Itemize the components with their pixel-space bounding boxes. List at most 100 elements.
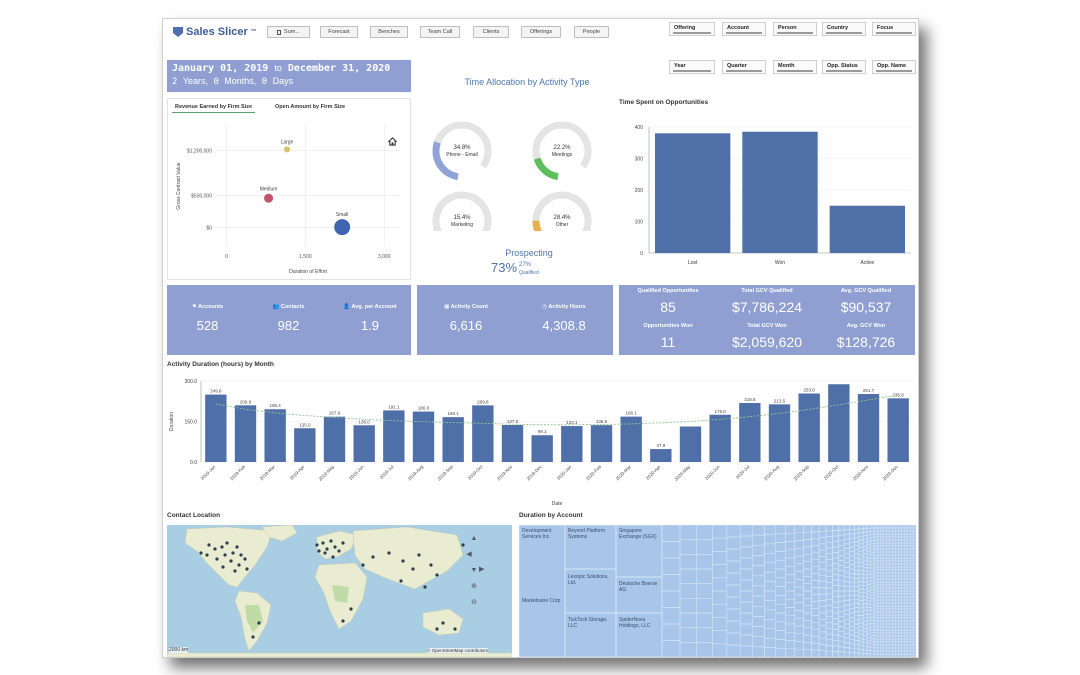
avg-gcv-won-label: Avg. GCV Won [846, 323, 886, 329]
gauge-pct: 28.4% [553, 215, 571, 221]
world-map[interactable] [167, 525, 512, 657]
map-contact-point [333, 545, 337, 549]
treemap-cell-label[interactable]: Deutsche Boerse AG [619, 581, 658, 593]
app-logo[interactable]: Sales Slicer ™ [173, 26, 257, 38]
person-icon: 👤 [343, 304, 351, 310]
nav-offerings-button[interactable]: Offerings [521, 26, 561, 38]
treemap-cell-label[interactable]: Singapore Exchange (SGX) [619, 528, 657, 540]
monthly-bar [294, 428, 316, 462]
monthly-x-tick: 2020-Jun [704, 464, 721, 481]
pan-right-icon[interactable]: ▶ [479, 566, 485, 573]
nav-team-call-button[interactable]: Team Call [420, 26, 460, 38]
monthly-bar [828, 384, 850, 462]
people-icon: 👥 [272, 304, 280, 310]
gauge-fill [532, 220, 542, 231]
treemap-cell-label[interactable]: Lexopic Solutions, Ltd. [568, 574, 609, 586]
filter-offering[interactable]: Offering [669, 22, 715, 36]
avg-gcv-qualified-label: Avg. GCV Qualified [840, 288, 892, 294]
scatter-x-tick: 1,500 [299, 254, 312, 260]
monthly-x-tick: 2019-Nov [496, 464, 514, 482]
activity-hours-value: 4,308.8 [542, 318, 586, 333]
treemap-cell-label[interactable]: TickTock Storage, LLC [568, 617, 608, 629]
avg-per-account-value: 1.9 [360, 318, 380, 333]
map-contact-point [207, 543, 211, 547]
filter-year[interactable]: Year [669, 60, 715, 74]
opps-bar-lost [655, 133, 731, 253]
gauge-fill [432, 141, 459, 181]
filter-country[interactable]: Country [822, 22, 866, 36]
tab-open-amount[interactable]: Open Amount by Firm Size [275, 104, 346, 110]
map-contact-point [361, 563, 365, 567]
treemap-cell-label[interactable]: SpiderNova Holdings, LLC [619, 617, 651, 629]
monthly-bar [472, 405, 494, 462]
treemap-cell-label[interactable]: Beyond Platform Systems [568, 528, 605, 540]
monthly-x-tick: 2020-Apr [645, 464, 662, 481]
gauge-pct: 34.8% [453, 145, 471, 151]
monthly-x-tick: 2019-Aug [407, 464, 425, 482]
nav-people-button[interactable]: People [574, 26, 609, 38]
scatter-point-medium [264, 193, 274, 203]
nav-benches-button[interactable]: Benches [370, 26, 408, 38]
filter-month[interactable]: Month [773, 60, 817, 74]
filter-person[interactable]: Person [773, 22, 817, 36]
map-contact-point [331, 555, 335, 559]
monthly-x-tick: 2020-Feb [585, 464, 603, 482]
map-contact-point [435, 573, 439, 577]
kpi-accounts-panel: ⚑ Accounts 528 👥 Contacts 982 👤 Avg. per… [167, 285, 411, 355]
dashboard-window: Sales Slicer ™ Sum... Forecast Benches T… [162, 18, 919, 658]
gauge-fill [533, 157, 559, 181]
nav-forecast-button[interactable]: Forecast [320, 26, 358, 38]
monthly-data-label: 47.9 [656, 443, 665, 448]
monthly-x-label: Date [552, 501, 563, 507]
filter-opp-status[interactable]: Opp. Status [822, 60, 866, 74]
qualified-opps-label: Qualified Opportunities [637, 288, 699, 294]
zoom-out-icon[interactable]: ⊖ [471, 599, 477, 606]
monthly-data-label: 186.8 [418, 406, 430, 411]
map-contact-point [213, 547, 217, 551]
map-land-greenland [261, 525, 298, 542]
filter-quarter[interactable]: Quarter [722, 60, 766, 74]
treemap-cell [912, 653, 916, 657]
monthly-bar [590, 425, 613, 462]
nav-summary-button[interactable]: Sum... [267, 26, 310, 38]
zoom-in-icon[interactable]: ⊕ [471, 583, 477, 590]
pan-up-icon[interactable]: ▲ [470, 535, 478, 542]
treemap-cell-label[interactable]: Marketsane Corp [522, 598, 561, 604]
monthly-x-tick: 2019-Apr [289, 464, 306, 481]
map-contact-point [245, 567, 249, 571]
pan-left-icon[interactable]: ◀ [466, 551, 472, 558]
filter-opp-name[interactable]: Opp. Name [872, 60, 916, 74]
accounts-label: Accounts [198, 304, 224, 310]
pan-down-icon[interactable]: ▼ [470, 567, 478, 574]
qualified-pct: 27% [519, 262, 532, 268]
monthly-bar [264, 409, 286, 462]
revenue-panel: Revenue Earned by Firm Size Open Amount … [167, 98, 411, 280]
tab-revenue-earned[interactable]: Revenue Earned by Firm Size [172, 102, 256, 113]
nav-clients-button[interactable]: Clients [473, 26, 509, 38]
months-value: 0 [213, 77, 219, 87]
monthly-bar [442, 417, 464, 462]
gauge-label: Phone - Email [446, 152, 477, 158]
map-contact-point [243, 557, 247, 561]
home-icon[interactable] [387, 133, 398, 146]
date-to: to [274, 63, 282, 73]
opps-y-tick: 300 [635, 157, 644, 163]
treemap-cell-label[interactable]: Development Services Inc. [522, 528, 552, 540]
map-contact-point [235, 545, 239, 549]
contact-map[interactable]: ▲ ◀ ▼ ⊕ ⊖ ▶ 2000 km © OpenStreetMap cont… [167, 525, 512, 657]
app-name: Sales Slicer [186, 26, 248, 38]
map-contact-point [329, 539, 333, 543]
map-attribution[interactable]: © OpenStreetMap contributors [427, 648, 489, 653]
filter-account[interactable]: Account [722, 22, 766, 36]
opps-y-tick: 100 [635, 220, 644, 226]
filter-focus[interactable]: Focus [872, 22, 916, 36]
map-land-antarctica [167, 652, 512, 657]
monthly-data-label: 99.1 [538, 429, 547, 434]
map-contact-point [429, 563, 433, 567]
activity-count-label: Activity Count [450, 304, 488, 310]
monthly-y-tick: 300.0 [184, 379, 197, 385]
map-scale: 2000 km [169, 647, 189, 653]
days-value: 0 [261, 77, 268, 87]
monthly-data-label: 136.5 [596, 419, 608, 424]
opps-bar-active [829, 205, 905, 253]
